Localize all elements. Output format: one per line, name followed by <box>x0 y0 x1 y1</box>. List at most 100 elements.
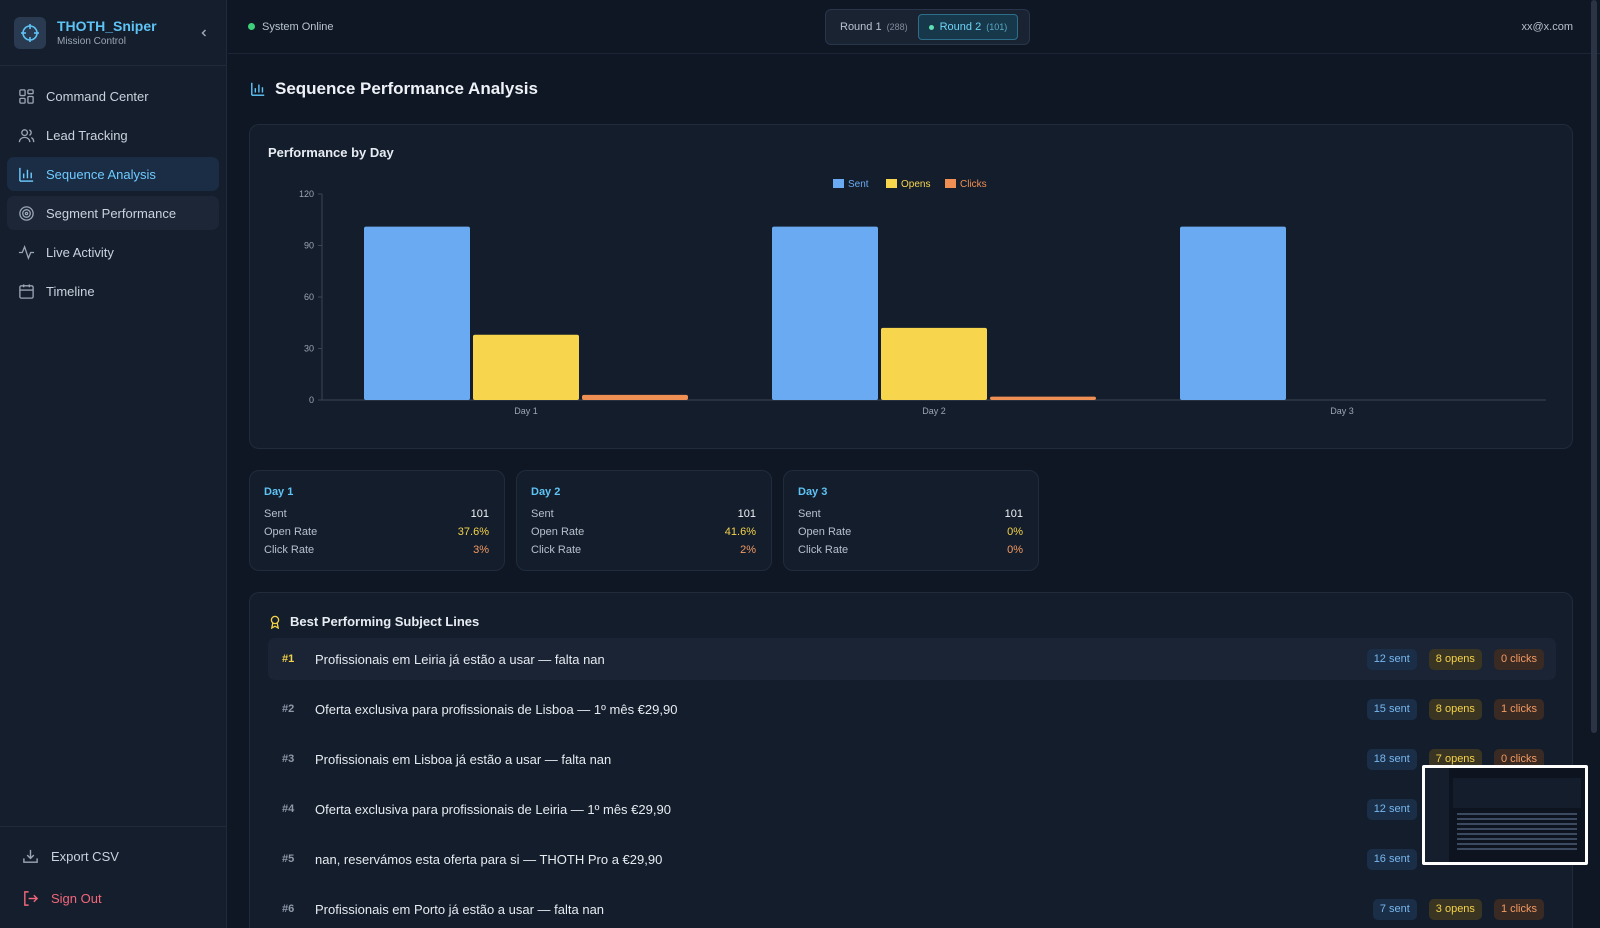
rank: #2 <box>282 703 295 715</box>
sidebar-item-label: Segment Performance <box>46 205 177 221</box>
logout-icon <box>24 890 39 906</box>
round-2-button[interactable]: Round 2 (101) <box>917 14 1019 40</box>
open-rate-value: 0% <box>1007 526 1023 538</box>
minimap-preview <box>1425 768 1585 862</box>
status-text: System Online <box>262 20 334 33</box>
sent-label: Sent <box>531 508 554 520</box>
opens-badge: 8 opens <box>1428 698 1482 720</box>
day-2-card: Day 2 Sent 101 Open Rate 41.6% Click Rate 2… <box>516 470 772 571</box>
bar-opens-2 <box>881 327 987 400</box>
sidebar-item-command-center[interactable]: Command Center <box>7 79 219 113</box>
award-icon <box>270 615 280 629</box>
x-tick-label: Day 1 <box>514 406 538 416</box>
open-rate-label: Open Rate <box>531 526 585 538</box>
round-count: (288) <box>886 22 908 32</box>
click-rate-label: Click Rate <box>798 544 849 556</box>
x-tick-label: Day 3 <box>1330 406 1354 416</box>
crosshair-icon <box>14 16 46 49</box>
opens-badge: 8 opens <box>1428 648 1482 670</box>
rank: #1 <box>282 653 295 665</box>
click-rate-label: Click Rate <box>531 544 582 556</box>
sidebar-item-label: Command Center <box>46 88 149 104</box>
bar-sent-2 <box>772 226 878 400</box>
round-1-button[interactable]: Round 1 (288) <box>830 14 918 40</box>
clicks-badge: 1 clicks <box>1493 898 1544 920</box>
round-count: (101) <box>986 22 1008 32</box>
open-rate-value: 41.6% <box>724 526 756 538</box>
legend-label-sent: Sent <box>848 179 869 190</box>
sent-row: Sent 101 <box>531 508 756 520</box>
user-email[interactable]: xx@x.com <box>1521 20 1573 33</box>
round-label: Round 2 <box>939 21 982 33</box>
click-rate-value: 2% <box>740 544 756 556</box>
calendar-icon <box>19 283 34 299</box>
rank: #3 <box>282 753 295 765</box>
sidebar-item-label: Sequence Analysis <box>46 166 156 182</box>
y-tick-label: 90 <box>304 241 314 251</box>
page-minimap[interactable] <box>1422 765 1588 865</box>
scrollbar-thumb[interactable] <box>1591 0 1597 733</box>
chart-title: Performance by Day <box>268 145 394 160</box>
brand-subtitle: Mission Control <box>57 36 126 47</box>
sidebar-nav: Command Center Lead Tracking Sequence An… <box>0 66 226 308</box>
opens-badge: 3 opens <box>1428 898 1482 920</box>
click-rate-row: Click Rate 3% <box>264 544 489 556</box>
page-title-text: Sequence Performance Analysis <box>275 79 538 98</box>
x-tick-label: Day 2 <box>922 406 946 416</box>
sidebar-item-label: Lead Tracking <box>46 127 128 143</box>
y-tick-label: 120 <box>299 189 314 199</box>
sent-badge: 12 sent <box>1366 648 1417 670</box>
subject-row[interactable]: #6 Profissionais em Porto já estão a usa… <box>268 888 1556 928</box>
sidebar-item-timeline[interactable]: Timeline <box>7 274 219 308</box>
sent-value: 101 <box>1004 508 1023 520</box>
export-csv-button[interactable]: Export CSV <box>0 843 226 869</box>
subject-row[interactable]: #3 Profissionais em Lisboa já estão a us… <box>268 738 1556 780</box>
day-3-card: Day 3 Sent 101 Open Rate 0% Click Rate 0% <box>783 470 1039 571</box>
page-title: Sequence Performance Analysis <box>250 79 538 99</box>
sent-label: Sent <box>798 508 821 520</box>
subject-text: Profissionais em Porto já estão a usar —… <box>315 901 605 917</box>
performance-chart-card: Performance by Day 0 30 60 90 120 Day 1 Day 2 D… <box>249 124 1573 449</box>
brand-title: THOTH_Sniper <box>57 18 157 34</box>
y-tick-label: 0 <box>309 395 314 405</box>
brand-header: THOTH_Sniper Mission Control <box>0 0 226 66</box>
legend-label-clicks: Clicks <box>960 179 987 190</box>
sent-value: 101 <box>737 508 756 520</box>
subject-row[interactable]: #4 Oferta exclusiva para profissionais d… <box>268 788 1556 830</box>
subject-text: Oferta exclusiva para profissionais de L… <box>315 701 678 717</box>
subject-row[interactable]: #1 Profissionais em Leiria já estão a us… <box>268 638 1556 680</box>
subject-row[interactable]: #5 nan, reservámos esta oferta para si —… <box>268 838 1556 880</box>
sidebar-footer: Export CSV Sign Out <box>0 826 226 928</box>
click-rate-row: Click Rate 2% <box>531 544 756 556</box>
sidebar-item-lead-tracking[interactable]: Lead Tracking <box>7 118 219 152</box>
legend-swatch-sent <box>833 179 844 188</box>
performance-bar-chart: 0 30 60 90 120 Day 1 Day 2 Day 3 Sent Opens Clicks <box>299 179 1546 416</box>
active-dot-icon <box>928 24 934 30</box>
day-card-title: Day 2 <box>531 486 561 498</box>
sidebar-item-segment-performance[interactable]: Segment Performance <box>7 196 219 230</box>
clicks-badge: 0 clicks <box>1493 748 1544 770</box>
sidebar-item-sequence-analysis[interactable]: Sequence Analysis <box>7 157 219 191</box>
legend-swatch-opens <box>886 179 897 188</box>
subject-text: Profissionais em Lisboa já estão a usar … <box>315 751 612 767</box>
sidebar-item-label: Timeline <box>46 283 95 299</box>
bar-sent-1 <box>364 226 470 400</box>
subject-lines-title-text: Best Performing Subject Lines <box>290 614 480 629</box>
subject-row[interactable]: #2 Oferta exclusiva para profissionais d… <box>268 688 1556 730</box>
sidebar-item-live-activity[interactable]: Live Activity <box>7 235 219 269</box>
click-rate-value: 3% <box>473 544 489 556</box>
collapse-sidebar-button[interactable] <box>196 25 212 41</box>
bar-opens-1 <box>473 334 579 400</box>
y-tick-label: 30 <box>304 344 314 354</box>
sent-row: Sent 101 <box>264 508 489 520</box>
scrollbar[interactable] <box>1591 0 1597 928</box>
round-switcher: Round 1 (288) Round 2 (101) <box>825 9 1030 45</box>
target-icon <box>19 205 34 221</box>
subject-lines-title: Best Performing Subject Lines <box>268 614 479 629</box>
sign-out-button[interactable]: Sign Out <box>0 885 226 911</box>
export-csv-label: Export CSV <box>51 848 119 864</box>
sent-badge: 16 sent <box>1366 848 1417 870</box>
sign-out-label: Sign Out <box>51 890 102 906</box>
subject-text: nan, reservámos esta oferta para si — TH… <box>315 851 663 867</box>
day-card-title: Day 1 <box>264 486 294 498</box>
